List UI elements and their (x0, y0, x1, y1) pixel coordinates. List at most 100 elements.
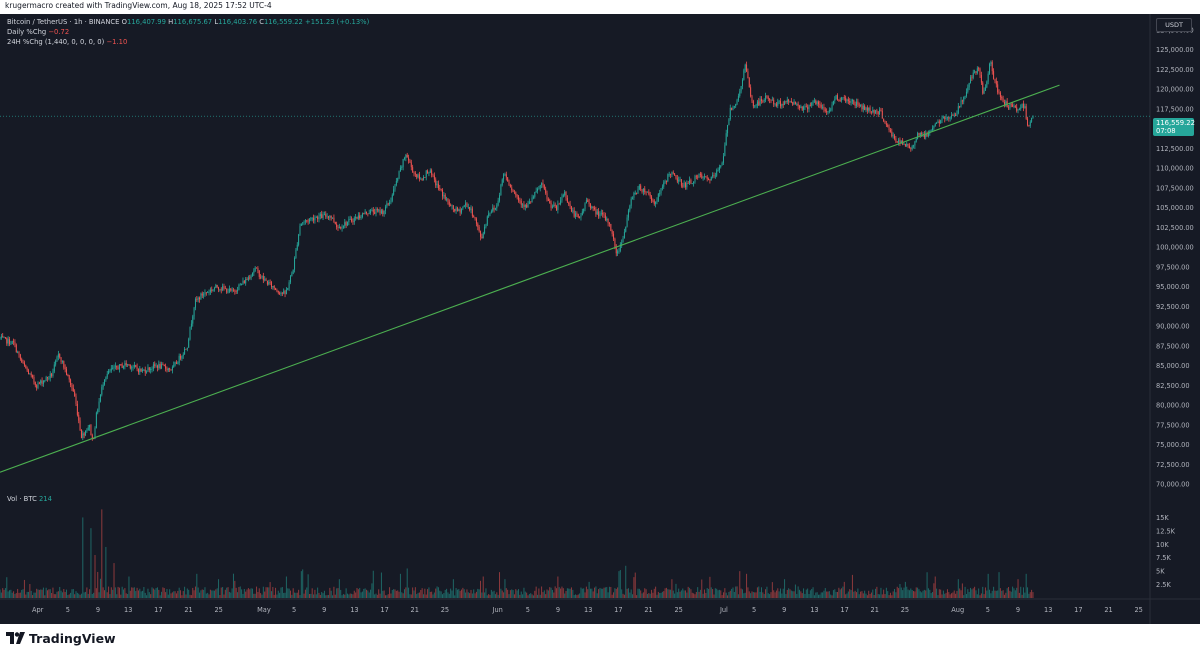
candle-body (731, 107, 733, 110)
candle-body (784, 101, 786, 105)
chart-area[interactable]: 70,000.00 72,500.00 75,000.00 77,500.00 80,0… (0, 14, 1200, 624)
volume-bar (595, 586, 597, 598)
candle-body (72, 387, 74, 392)
candle-body (456, 207, 458, 211)
volume-bar (644, 588, 646, 598)
candle-body (448, 201, 450, 206)
candle-body (721, 162, 723, 166)
price-chart-svg[interactable]: 70,000.0072,500.0075,000.0077,500.0080,0… (0, 14, 1200, 624)
candle-body (779, 101, 781, 107)
candle-body (570, 206, 572, 212)
candle-body (955, 114, 957, 116)
volume-bar (921, 592, 923, 598)
candle-body (336, 224, 338, 228)
candle-body (342, 226, 344, 228)
volume-bar (283, 592, 285, 598)
volume-bar (942, 590, 944, 598)
tradingview-logo[interactable]: TradingView (6, 630, 116, 646)
candle-body (915, 138, 917, 142)
candle-body (9, 339, 11, 345)
candle-body (701, 174, 703, 178)
candle-body (281, 292, 283, 294)
volume-bar (128, 576, 130, 598)
candle-body (577, 214, 579, 218)
volume-bar (642, 592, 644, 598)
candle-body (423, 177, 425, 181)
currency-badge[interactable]: USDT (1156, 18, 1192, 32)
volume-bar (824, 588, 826, 598)
candle-body (276, 289, 278, 291)
volume-bar (427, 589, 429, 598)
volume-bar (99, 578, 101, 598)
candle-body (579, 217, 581, 218)
candle-body (735, 104, 737, 107)
candle-body (705, 176, 707, 178)
candle-body (816, 101, 818, 105)
volume-bar (1018, 592, 1020, 598)
volume-bar (831, 595, 833, 598)
volume-bar (269, 582, 271, 598)
volume-bar (596, 593, 598, 598)
volume-bar (394, 589, 396, 598)
volume-bar (280, 587, 282, 598)
candle-body (436, 183, 438, 186)
volume-bar (570, 587, 572, 598)
candle-body (709, 179, 711, 181)
low-label: L (214, 18, 219, 26)
volume-bar (944, 593, 946, 598)
volume-bar (270, 591, 272, 598)
volume-bar (67, 594, 69, 598)
candle-body (751, 96, 753, 102)
volume-bar (794, 584, 796, 598)
candle-body (547, 199, 549, 201)
candle-body (211, 289, 213, 291)
candle-body (106, 373, 108, 378)
volume-bar (638, 588, 640, 598)
candle-body (1009, 104, 1011, 109)
volume-bar (219, 595, 221, 598)
volume-bar (489, 594, 491, 598)
candle-body (686, 182, 688, 188)
volume-bar (357, 589, 359, 598)
candle-body (403, 158, 405, 160)
volume-bar (408, 587, 410, 598)
volume-bar (747, 587, 749, 598)
volume-bar (300, 571, 302, 598)
volume-bar (917, 587, 919, 598)
volume-bar (741, 589, 743, 598)
volume-bar (879, 594, 881, 598)
candle-body (112, 368, 114, 369)
time-axis-label: 13 (1044, 606, 1052, 614)
candle-body (442, 189, 444, 197)
candle-body (0, 337, 1, 339)
candle-body (837, 95, 839, 100)
volume-bar (386, 595, 388, 598)
candle-body (51, 373, 53, 376)
candle-body (807, 106, 809, 110)
volume-bar (566, 588, 568, 598)
volume-bar (398, 591, 400, 598)
volume-bar (538, 588, 540, 598)
candle-body (614, 238, 616, 248)
volume-bar (32, 595, 34, 598)
volume-bar (603, 587, 605, 598)
volume-bar (174, 591, 176, 598)
candle-body (580, 215, 582, 218)
volume-bar (431, 591, 433, 598)
candle-body (162, 364, 164, 365)
candle-body (351, 218, 353, 222)
candle-body (194, 298, 196, 308)
volume-bar (370, 589, 372, 598)
volume-bar (687, 586, 689, 598)
candle-body (917, 133, 919, 139)
volume-bar (729, 590, 731, 598)
volume-bar (542, 592, 544, 598)
volume-bar (257, 592, 259, 598)
volume-bar (184, 586, 186, 598)
volume-bar (877, 594, 879, 598)
volume-bar (932, 591, 934, 598)
candle-body (894, 135, 896, 139)
volume-bar (439, 590, 441, 598)
candle-body (968, 82, 970, 88)
volume-bar (25, 594, 27, 598)
